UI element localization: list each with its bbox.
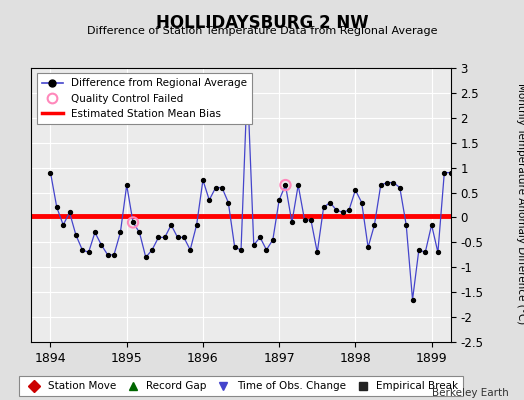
Point [370,222,379,228]
Point [180,234,188,240]
Point [383,179,391,186]
Point [110,252,118,258]
Point [84,249,93,256]
Point [364,244,372,250]
Point [46,170,54,176]
Legend: Station Move, Record Gap, Time of Obs. Change, Empirical Break: Station Move, Record Gap, Time of Obs. C… [19,376,463,396]
Point [408,296,417,303]
Point [72,232,80,238]
Point [97,242,105,248]
Text: HOLLIDAYSBURG 2 NW: HOLLIDAYSBURG 2 NW [156,14,368,32]
Point [243,80,252,86]
Point [389,179,398,186]
Point [123,182,131,188]
Point [339,209,347,216]
Point [161,234,169,240]
Text: Monthly Temperature Anomaly Difference (°C): Monthly Temperature Anomaly Difference (… [516,83,524,325]
Point [428,222,436,228]
Point [281,182,290,188]
Point [281,182,290,188]
Point [307,217,315,223]
Point [402,222,410,228]
Point [141,254,150,260]
Point [414,247,423,253]
Point [294,182,302,188]
Point [192,222,201,228]
Point [167,222,176,228]
Point [377,182,385,188]
Point [116,229,125,236]
Point [326,199,334,206]
Point [256,234,264,240]
Point [269,237,277,243]
Point [173,234,182,240]
Point [129,219,137,226]
Point [59,222,68,228]
Point [446,170,455,176]
Point [249,242,258,248]
Point [224,199,233,206]
Point [205,197,213,203]
Point [332,207,341,213]
Point [186,247,194,253]
Point [212,184,220,191]
Point [288,219,296,226]
Text: Berkeley Earth: Berkeley Earth [432,388,508,398]
Point [154,234,162,240]
Point [66,209,74,216]
Point [262,247,270,253]
Point [231,244,239,250]
Point [421,249,430,256]
Point [351,187,359,193]
Point [357,199,366,206]
Point [148,247,156,253]
Point [78,247,86,253]
Point [237,247,245,253]
Point [275,197,283,203]
Point [396,184,404,191]
Point [320,204,328,211]
Point [313,249,321,256]
Point [300,217,309,223]
Point [218,184,226,191]
Point [91,229,99,236]
Text: Difference of Station Temperature Data from Regional Average: Difference of Station Temperature Data f… [87,26,437,36]
Point [434,249,442,256]
Point [52,204,61,211]
Point [345,207,353,213]
Point [199,177,207,183]
Point [135,229,144,236]
Point [103,252,112,258]
Point [440,170,449,176]
Point [129,219,137,226]
